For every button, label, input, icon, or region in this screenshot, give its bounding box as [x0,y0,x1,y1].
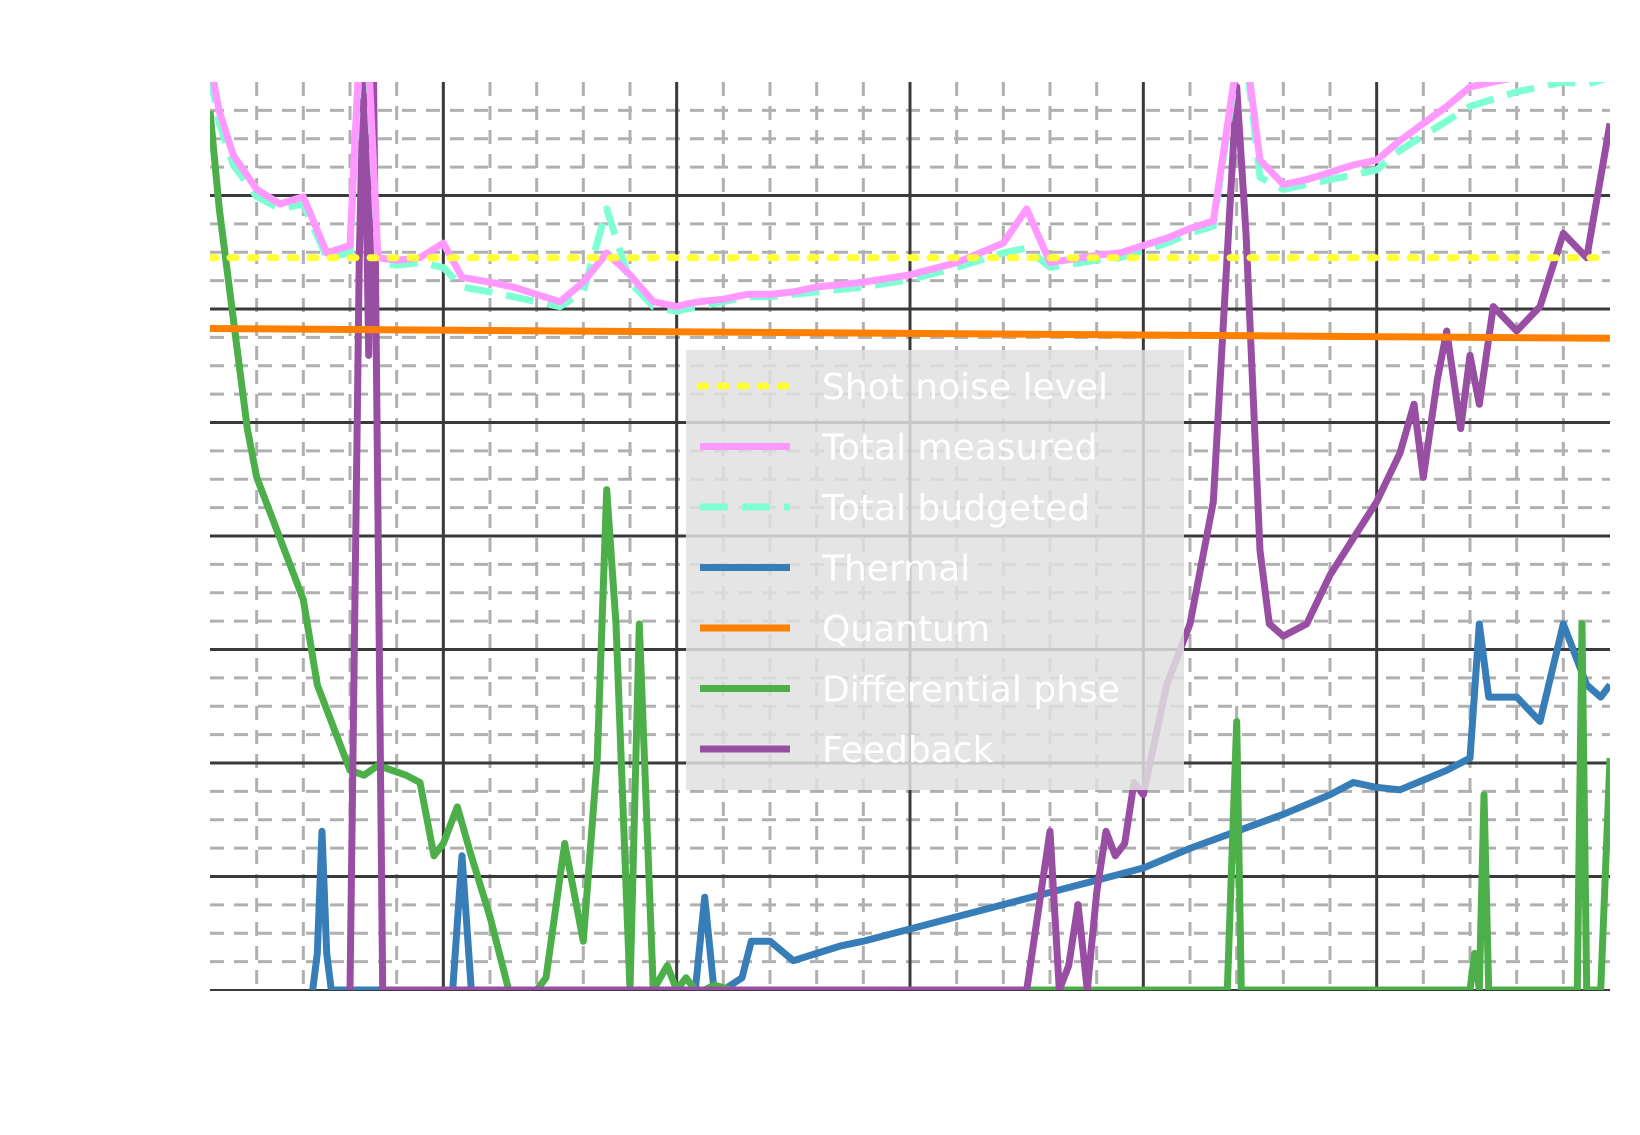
legend-label-feedback: Feedback [822,730,994,771]
legend-label-total-measured: Total measured [821,428,1097,469]
legend-label-total-budgeted: Total budgeted [821,488,1090,529]
legend: Shot noise level Total measured Total budg… [686,350,1184,790]
series-line-quantum [210,325,1610,342]
legend-label-thermal: Thermal [821,549,970,590]
series-line-differential-phse [210,110,1610,990]
legend-label-shot-noise-level: Shot noise level [822,367,1108,408]
series-line-thermal [309,620,1610,990]
series-line-total-budgeted [210,82,1607,315]
series-layer [210,82,1610,990]
legend-label-differential-phse: Differential phse [822,670,1120,711]
legend-label-quantum: Quantum [822,609,990,650]
series-line-feedback [346,82,1610,990]
